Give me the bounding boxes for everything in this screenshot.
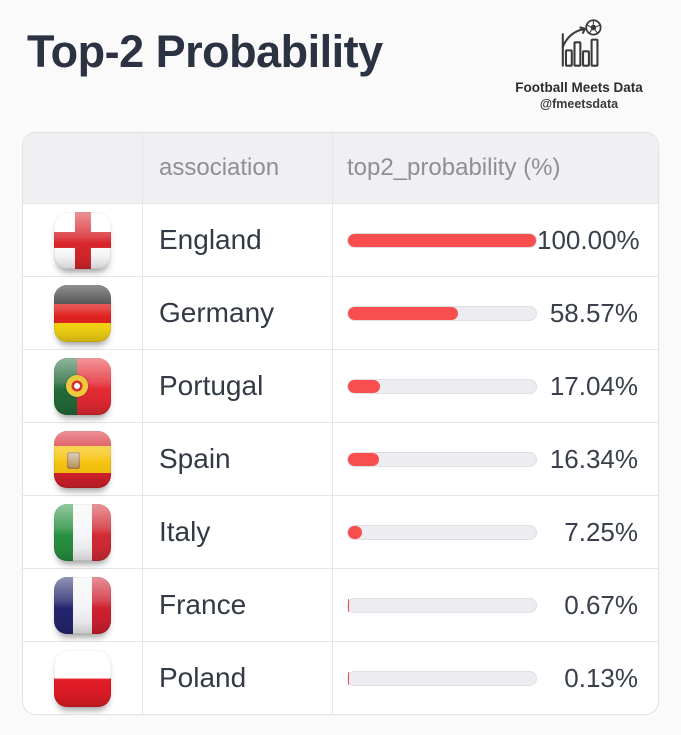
probability-cell: 0.13% — [333, 642, 658, 714]
association-cell: Italy — [143, 496, 333, 568]
association-name: Spain — [159, 443, 231, 474]
probability-bar-fill — [348, 306, 459, 320]
flag-cell — [23, 350, 143, 422]
probability-bar-track — [347, 670, 537, 686]
germany-flag-icon — [54, 284, 111, 342]
header-probability-label: top2_probability (%) — [347, 154, 561, 181]
flag-cell — [23, 496, 143, 568]
association-cell: England — [143, 204, 333, 276]
header-association-label: association — [159, 154, 280, 181]
probability-value: 16.34% — [549, 443, 638, 474]
probability-value: 17.04% — [549, 370, 638, 401]
probability-bar-fill — [348, 379, 381, 393]
flag-cell — [23, 642, 143, 714]
bar-chart-football-logo-icon — [561, 19, 602, 67]
table-row: Italy 7.25% — [23, 495, 658, 568]
header-flag-column — [23, 133, 143, 203]
probability-bar-fill — [348, 233, 536, 247]
probability-value: 100.00% — [537, 224, 640, 255]
probability-cell: 7.25% — [333, 496, 658, 568]
association-cell: Spain — [143, 423, 333, 495]
probability-bar-track — [347, 305, 537, 321]
association-name: France — [159, 589, 247, 620]
probability-bar-track — [347, 378, 537, 394]
association-cell: France — [143, 569, 333, 641]
probability-cell: 58.57% — [333, 277, 658, 349]
italy-flag-icon — [54, 503, 111, 561]
association-cell: Germany — [143, 277, 333, 349]
table-row: Germany 58.57% — [23, 276, 658, 349]
association-name: Germany — [159, 297, 275, 328]
brand-name: Football Meets Data — [515, 80, 643, 95]
probability-cell: 17.04% — [333, 350, 658, 422]
flag-cell — [23, 277, 143, 349]
association-name: England — [159, 224, 262, 255]
flag-cell — [23, 204, 143, 276]
france-flag-icon — [54, 576, 111, 634]
table-row: Poland 0.13% — [23, 641, 658, 714]
association-name: Portugal — [159, 370, 264, 401]
association-cell: Portugal — [143, 350, 333, 422]
page-title: Top-2 Probability — [27, 26, 383, 77]
probability-bar-track — [347, 232, 537, 248]
table-row: France 0.67% — [23, 568, 658, 641]
probability-cell: 16.34% — [333, 423, 658, 495]
probability-cell: 0.67% — [333, 569, 658, 641]
table-row: England 100.00% — [23, 203, 658, 276]
brand-block: Football Meets Data @fmeetsdata — [499, 18, 659, 111]
probability-value: 0.13% — [564, 662, 638, 693]
probability-cell: 100.00% — [333, 204, 658, 276]
probability-value: 0.67% — [564, 589, 638, 620]
probability-bar-fill — [348, 525, 362, 539]
table-header-row: association top2_probability (%) — [23, 133, 658, 203]
portugal-flag-icon — [54, 357, 111, 415]
probability-table: association top2_probability (%) England… — [22, 132, 659, 715]
flag-cell — [23, 569, 143, 641]
table-row: Spain 16.34% — [23, 422, 658, 495]
england-flag-icon — [54, 211, 111, 269]
probability-bar-fill — [348, 452, 379, 466]
probability-bar-track — [347, 451, 537, 467]
flag-cell — [23, 423, 143, 495]
header-probability-column: top2_probability (%) — [333, 133, 658, 203]
association-name: Poland — [159, 662, 247, 693]
header-association-column: association — [143, 133, 333, 203]
table-row: Portugal 17.04% — [23, 349, 658, 422]
poland-flag-icon — [54, 649, 111, 707]
association-name: Italy — [159, 516, 211, 547]
probability-bar-fill — [348, 598, 350, 612]
table-body: England 100.00% Germany 58.57% Portugal — [23, 203, 658, 714]
association-cell: Poland — [143, 642, 333, 714]
probability-bar-track — [347, 597, 537, 613]
brand-handle: @fmeetsdata — [539, 97, 619, 111]
probability-bar-track — [347, 524, 537, 540]
probability-value: 7.25% — [564, 516, 638, 547]
probability-value: 58.57% — [549, 297, 638, 328]
spain-flag-icon — [54, 430, 111, 488]
